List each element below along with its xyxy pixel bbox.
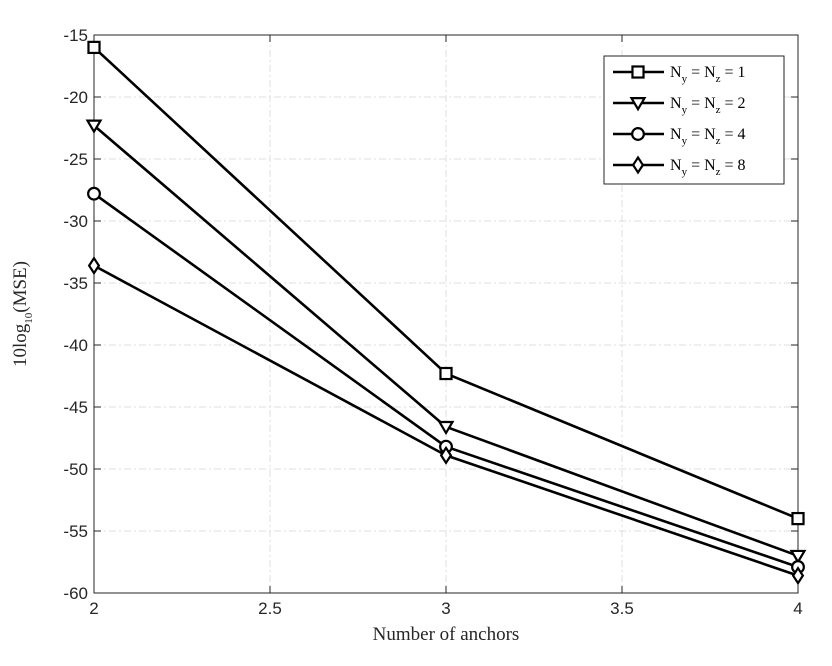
diamond-marker bbox=[631, 155, 645, 175]
y-tick-label: -60 bbox=[63, 584, 88, 603]
y-axis-title-prefix: 10log bbox=[10, 323, 31, 367]
x-tick-label: 2 bbox=[89, 599, 98, 618]
legend-label-subscript: z bbox=[716, 73, 721, 85]
legend-label-text: = N bbox=[687, 157, 716, 174]
legend-label-subscript: z bbox=[716, 135, 721, 147]
diamond-marker bbox=[439, 445, 453, 465]
legend-label-subscript: z bbox=[716, 104, 721, 116]
y-tick-label: -50 bbox=[63, 460, 88, 479]
legend-label-text: = N bbox=[687, 95, 716, 112]
legend-label: Ny = Nz = 1 bbox=[670, 64, 746, 85]
circle-marker bbox=[87, 186, 101, 201]
legend-label-text: = 4 bbox=[721, 126, 746, 143]
legend-label-subscript: y bbox=[682, 73, 688, 85]
y-tick-label: -55 bbox=[63, 522, 88, 541]
legend-label: Ny = Nz = 8 bbox=[670, 157, 746, 178]
y-axis-title-suffix: (MSE) bbox=[10, 261, 31, 313]
y-axis-title: 10log10(MSE) bbox=[10, 261, 35, 367]
y-tick-label: -35 bbox=[63, 274, 88, 293]
legend-label-text: = 2 bbox=[721, 95, 746, 112]
legend-label: Ny = Nz = 4 bbox=[670, 126, 746, 147]
legend-label-symbol: N bbox=[670, 157, 682, 174]
legend-label: Ny = Nz = 2 bbox=[670, 95, 746, 116]
axis-ticks: 2 2.5 3 3.5 4 -60 -55 -50 -45 -40 -35 -30 -25 -20 -15 bbox=[63, 26, 802, 618]
legend-item-3: Ny = Nz = 4 bbox=[613, 126, 746, 147]
square-marker bbox=[631, 65, 645, 79]
x-axis-title: Number of anchors bbox=[373, 624, 520, 645]
x-tick-label: 3.5 bbox=[610, 599, 634, 618]
legend-item-1: Ny = Nz = 1 bbox=[613, 64, 746, 85]
legend-label-subscript: y bbox=[682, 104, 688, 116]
legend-label-symbol: N bbox=[670, 95, 682, 112]
triangle-marker bbox=[437, 420, 455, 436]
x-tick-label: 4 bbox=[793, 599, 802, 618]
square-marker bbox=[87, 40, 101, 55]
x-tick-label: 3 bbox=[441, 599, 450, 618]
series-4 bbox=[87, 256, 805, 586]
y-tick-label: -40 bbox=[63, 336, 88, 355]
legend-label-symbol: N bbox=[670, 126, 682, 143]
y-tick-label: -15 bbox=[63, 26, 88, 45]
legend-item-4: Ny = Nz = 8 bbox=[613, 155, 746, 178]
triangle-marker bbox=[85, 119, 103, 134]
y-axis-title-subscript: 10 bbox=[23, 312, 35, 324]
y-tick-label: -45 bbox=[63, 398, 88, 417]
square-marker bbox=[439, 366, 453, 381]
series-1 bbox=[87, 40, 805, 526]
legend: Ny = Nz = 1Ny = Nz = 2Ny = Nz = 4Ny = Nz… bbox=[603, 55, 785, 185]
square-marker bbox=[791, 511, 805, 526]
legend-item-2: Ny = Nz = 2 bbox=[613, 95, 746, 116]
circle-marker bbox=[631, 127, 645, 141]
triangle-marker bbox=[629, 97, 647, 112]
legend-label-subscript: z bbox=[716, 166, 721, 178]
legend-label-text: = N bbox=[687, 64, 716, 81]
legend-label-subscript: y bbox=[682, 166, 688, 178]
legend-label-text: = 8 bbox=[721, 157, 746, 174]
legend-label-subscript: y bbox=[682, 135, 688, 147]
legend-label-text: = 1 bbox=[721, 64, 746, 81]
diamond-marker bbox=[87, 256, 101, 276]
y-tick-label: -25 bbox=[63, 150, 88, 169]
triangle-marker bbox=[789, 549, 807, 565]
diamond-marker bbox=[791, 566, 805, 586]
y-tick-label: -30 bbox=[63, 212, 88, 231]
legend-label-text: = N bbox=[687, 126, 716, 143]
x-tick-label: 2.5 bbox=[258, 599, 282, 618]
series-2 bbox=[85, 119, 807, 565]
legend-label-symbol: N bbox=[670, 64, 682, 81]
series-layer bbox=[85, 40, 807, 586]
y-tick-label: -20 bbox=[63, 88, 88, 107]
